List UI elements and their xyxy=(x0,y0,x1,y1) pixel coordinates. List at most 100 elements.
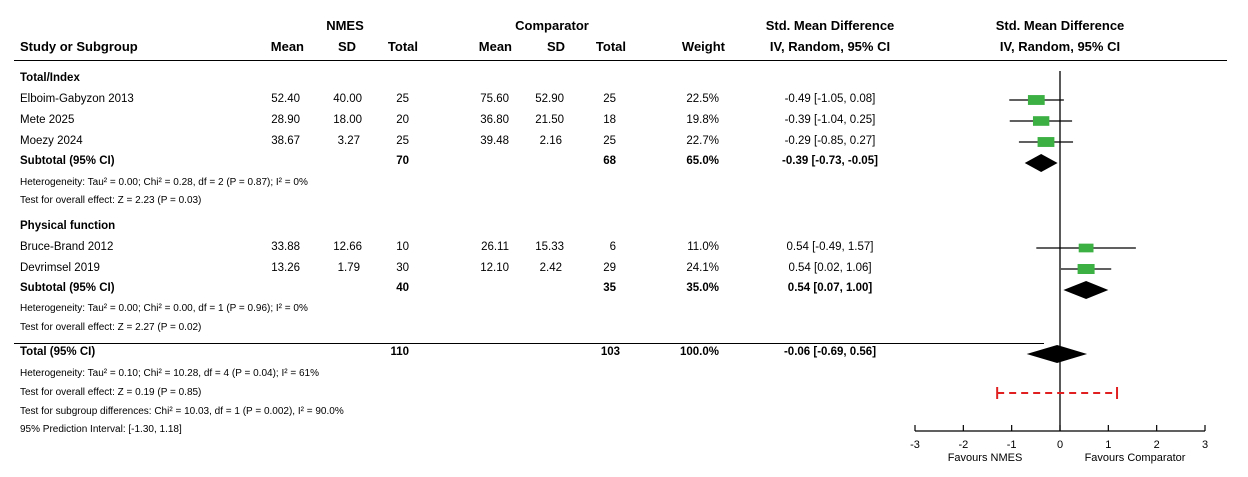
overall-effect-text: Test for overall effect: Z = 2.23 (P = 0… xyxy=(20,195,202,206)
weight: 11.0% xyxy=(687,241,719,253)
study-name: Mete 2025 xyxy=(20,114,75,126)
subtotal-effect-ci: -0.39 [-0.73, -0.05] xyxy=(782,155,878,167)
effect-ci: 0.54 [-0.49, 1.57] xyxy=(786,241,874,253)
subtotal-total1: 70 xyxy=(396,155,409,167)
subtotal-diamond xyxy=(1024,154,1058,172)
subgroup-differences-text: Test for subgroup differences: Chi² = 10… xyxy=(20,406,344,417)
sd1: 40.00 xyxy=(333,93,362,105)
study-effect-square xyxy=(1077,264,1095,274)
group-title: Physical function xyxy=(20,220,116,232)
effect-ci: -0.49 [-1.05, 0.08] xyxy=(784,93,876,105)
col-mean1-header: Mean xyxy=(270,39,304,54)
total-total2: 103 xyxy=(600,346,620,358)
sd1: 1.79 xyxy=(337,262,360,274)
subtotal-effect-ci: 0.54 [0.07, 1.00] xyxy=(787,282,873,294)
effect-ci: 0.54 [0.02, 1.06] xyxy=(788,262,872,274)
sd1: 18.00 xyxy=(333,114,362,126)
mean1: 13.26 xyxy=(271,262,300,274)
mean2: 26.11 xyxy=(481,241,509,253)
overall-effect-text: Test for overall effect: Z = 2.27 (P = 0… xyxy=(20,322,202,333)
x-tick-label: 3 xyxy=(1202,439,1208,451)
study-effect-square xyxy=(1027,95,1045,105)
subtotal-label: Subtotal (95% CI) xyxy=(20,155,115,167)
col-sd1-header: SD xyxy=(337,39,356,54)
total-diamond xyxy=(1026,345,1088,363)
x-tick-label: -3 xyxy=(910,439,920,451)
total-weight: 100.0% xyxy=(679,346,719,358)
sd2: 2.42 xyxy=(539,262,562,274)
total-label: Total (95% CI) xyxy=(20,346,96,358)
total-heterogeneity-text: Heterogeneity: Tau² = 0.10; Chi² = 10.28… xyxy=(20,368,319,379)
header-rule xyxy=(14,60,1227,61)
heterogeneity-text: Heterogeneity: Tau² = 0.00; Chi² = 0.28,… xyxy=(20,177,308,188)
total-total1: 110 xyxy=(390,346,409,358)
mean2: 39.48 xyxy=(480,135,509,147)
total2: 6 xyxy=(609,241,616,253)
mean2: 36.80 xyxy=(480,114,509,126)
mean1: 52.40 xyxy=(271,93,300,105)
sd2: 2.16 xyxy=(539,135,562,147)
subtotal-total2: 35 xyxy=(603,282,616,294)
heterogeneity-text: Heterogeneity: Tau² = 0.00; Chi² = 0.00,… xyxy=(20,303,308,314)
study-name: Moezy 2024 xyxy=(20,135,83,147)
effect-ci: -0.39 [-1.04, 0.25] xyxy=(784,114,876,126)
smd-column-title: Std. Mean Difference xyxy=(765,18,895,33)
total1: 25 xyxy=(396,135,409,147)
sd1: 12.66 xyxy=(333,241,362,253)
total2: 25 xyxy=(603,135,616,147)
total1: 30 xyxy=(396,262,409,274)
weight: 22.7% xyxy=(686,135,719,147)
comparator-group-header: Comparator xyxy=(515,18,589,33)
study-effect-square xyxy=(1078,243,1094,253)
plot-column-subtitle: IV, Random, 95% CI xyxy=(999,39,1121,54)
total2: 25 xyxy=(603,93,616,105)
total-effect-ci: -0.06 [-0.69, 0.56] xyxy=(783,346,877,358)
favours-comparator-label: Favours Comparator xyxy=(1085,452,1186,464)
mean1: 33.88 xyxy=(271,241,300,253)
sd2: 52.90 xyxy=(535,93,564,105)
sd1: 3.27 xyxy=(337,135,360,147)
weight: 24.1% xyxy=(686,262,719,274)
study-effect-square xyxy=(1032,116,1050,126)
total1: 20 xyxy=(396,114,409,126)
subtotal-total1: 40 xyxy=(396,282,409,294)
total1: 10 xyxy=(396,241,409,253)
smd-column-subtitle: IV, Random, 95% CI xyxy=(769,39,891,54)
x-tick-label: 0 xyxy=(1057,439,1063,451)
group-title: Total/Index xyxy=(20,72,80,84)
mean1: 28.90 xyxy=(271,114,300,126)
sd2: 15.33 xyxy=(535,241,564,253)
weight: 19.8% xyxy=(686,114,719,126)
favours-nmes-label: Favours NMES xyxy=(948,452,1023,464)
prediction-interval-text: 95% Prediction Interval: [-1.30, 1.18] xyxy=(20,424,182,435)
study-name: Devrimsel 2019 xyxy=(20,262,100,274)
total-rule xyxy=(14,343,1044,344)
mean2: 75.60 xyxy=(480,93,509,105)
col-total2-header: Total xyxy=(595,39,626,54)
nmes-group-header: NMES xyxy=(326,18,364,33)
total2: 18 xyxy=(603,114,616,126)
subtotal-label: Subtotal (95% CI) xyxy=(20,282,115,294)
subtotal-total2: 68 xyxy=(603,155,616,167)
col-total1-header: Total xyxy=(387,39,418,54)
total2: 29 xyxy=(603,262,616,274)
effect-ci: -0.29 [-0.85, 0.27] xyxy=(784,135,876,147)
total-overall-effect-text: Test for overall effect: Z = 0.19 (P = 0… xyxy=(20,387,202,398)
study-effect-square xyxy=(1037,137,1055,147)
col-mean2-header: Mean xyxy=(478,39,512,54)
sd2: 21.50 xyxy=(535,114,564,126)
study-name: Bruce-Brand 2012 xyxy=(20,241,114,253)
weight: 22.5% xyxy=(686,93,719,105)
col-study-header: Study or Subgroup xyxy=(20,39,138,54)
col-weight-header: Weight xyxy=(681,39,725,54)
plot-column-title: Std. Mean Difference xyxy=(995,18,1125,33)
total1: 25 xyxy=(396,93,409,105)
subtotal-weight: 35.0% xyxy=(686,282,719,294)
mean2: 12.10 xyxy=(480,262,509,274)
x-tick-label: -1 xyxy=(1007,439,1017,451)
x-tick-label: -2 xyxy=(958,439,968,451)
subtotal-weight: 65.0% xyxy=(686,155,719,167)
mean1: 38.67 xyxy=(271,135,300,147)
col-sd2-header: SD xyxy=(546,39,565,54)
